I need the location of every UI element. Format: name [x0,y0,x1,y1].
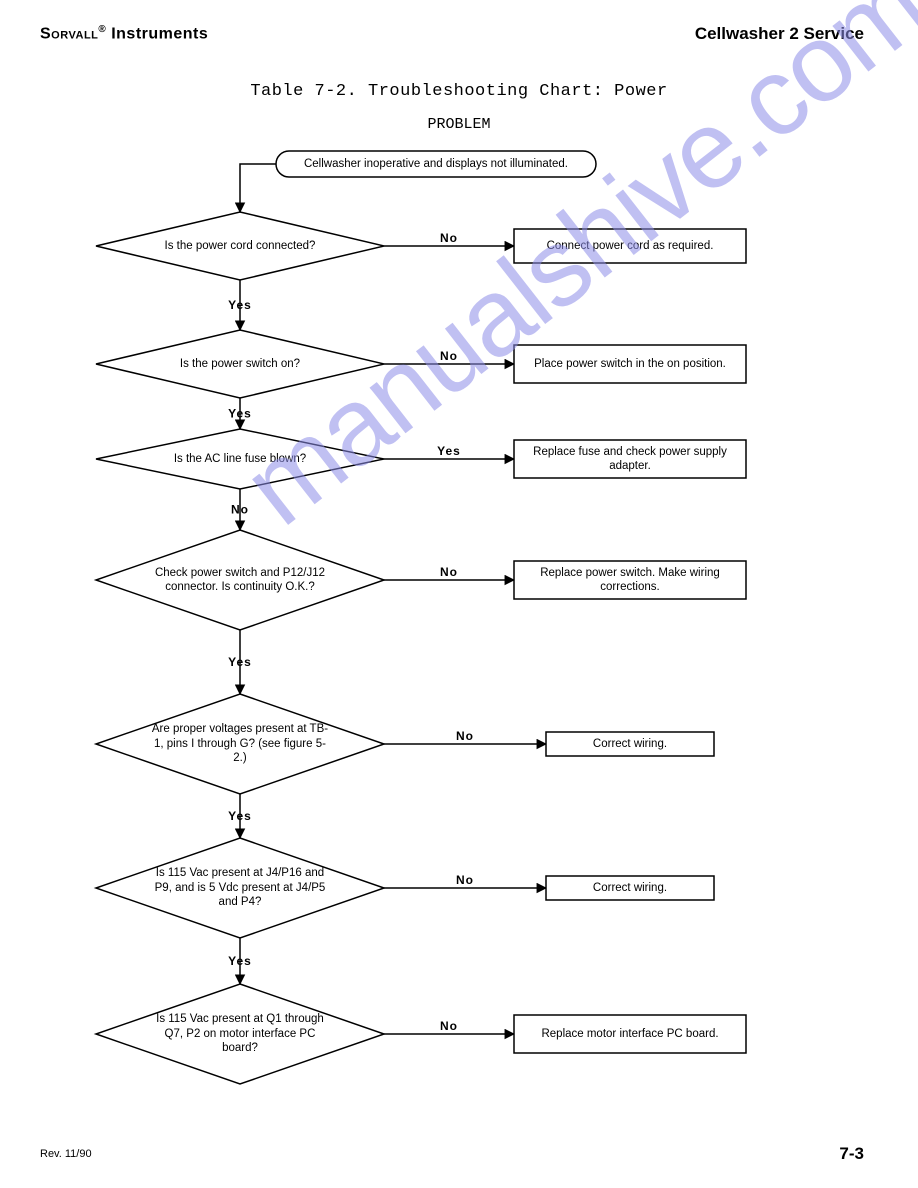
svg-text:Yes: Yes [228,407,252,421]
brand-label: Sorvall® Instruments [40,24,208,43]
svg-text:No: No [440,565,458,579]
svg-text:No: No [440,1019,458,1033]
flowchart-container: NoYesNoYesYesNoNoYesNoYesNoYesNoCellwash… [40,140,878,1120]
svg-text:Yes: Yes [437,444,461,458]
revision-label: Rev. 11/90 [40,1148,92,1160]
page-header: Sorvall® Instruments Cellwasher 2 Servic… [0,24,918,54]
svg-text:Yes: Yes [228,298,252,312]
svg-text:Yes: Yes [228,809,252,823]
svg-text:No: No [440,231,458,245]
flowchart-svg: NoYesNoYesYesNoNoYesNoYesNoYesNoCellwash… [40,140,878,1120]
page-number: 7-3 [839,1144,864,1164]
svg-text:Yes: Yes [228,954,252,968]
document-title: Cellwasher 2 Service [695,24,864,44]
svg-text:No: No [440,349,458,363]
svg-text:Yes: Yes [228,655,252,669]
chart-subtitle: PROBLEM [0,116,918,133]
chart-title: Table 7-2. Troubleshooting Chart: Power [0,82,918,101]
svg-text:No: No [456,729,474,743]
svg-text:No: No [231,503,249,517]
svg-text:No: No [456,873,474,887]
